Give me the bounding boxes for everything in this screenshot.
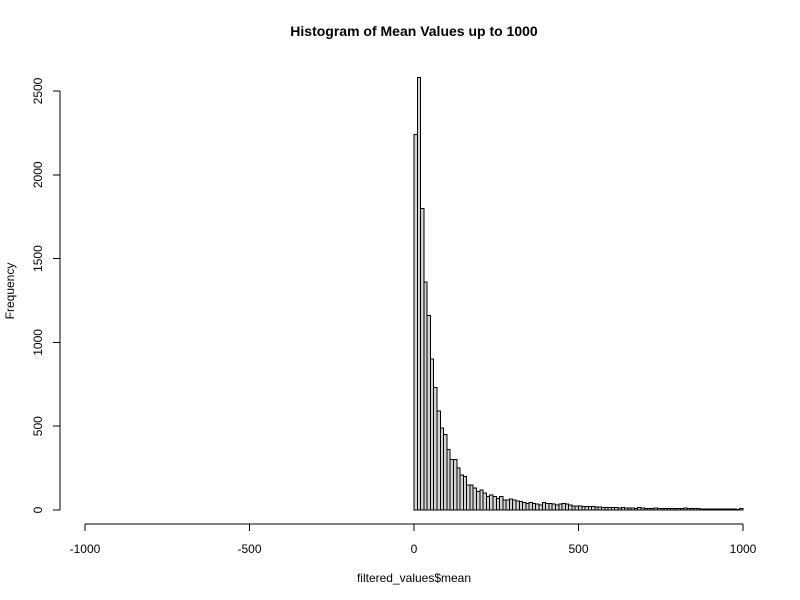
y-tick-label: 0 [31,506,45,513]
x-tick-label: -1000 [70,542,101,556]
x-tick-label: 500 [568,542,588,556]
y-tick-label: 1000 [31,329,45,356]
y-tick-label: 1500 [31,245,45,272]
x-tick-label: 0 [411,542,418,556]
y-tick-label: 2000 [31,161,45,188]
y-tick-label: 2500 [31,77,45,104]
y-tick-label: 500 [31,416,45,436]
y-axis: 0 500 1000 1500 2000 2500 [31,77,61,513]
x-axis-label: filtered_values$mean [357,571,471,585]
x-tick-label: 1000 [730,542,757,556]
histogram-bar [739,507,744,511]
x-tick-label: -500 [237,542,261,556]
chart-title: Histogram of Mean Values up to 1000 [290,23,538,39]
y-axis-label: Frequency [3,263,17,320]
histogram-bars [413,77,744,511]
x-axis: -1000 -500 0 500 1000 [70,523,757,556]
